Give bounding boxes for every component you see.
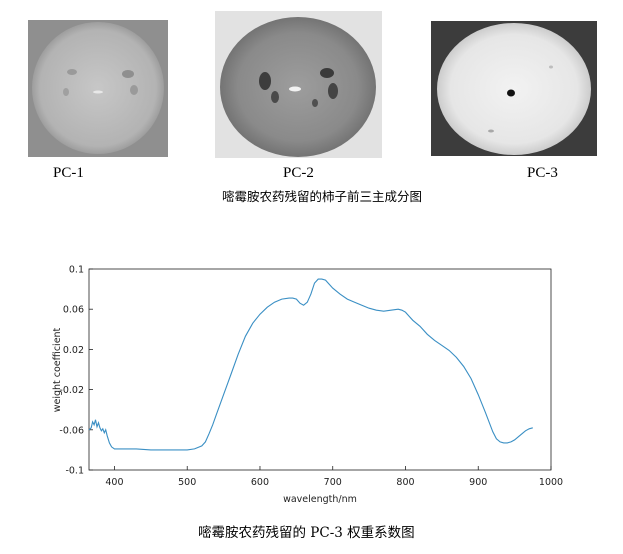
pc-1-image [28,20,168,157]
x-tick-label: 500 [178,477,196,488]
pc-2-image [215,11,382,158]
pc-3-label: PC-3 [527,165,558,181]
y-tick-label: -0.02 [59,385,84,396]
bottom-figure-caption: 嘧霉胺农药残留的 PC-3 权重系数图 [198,525,415,541]
x-axis-title: wavelength/nm [283,494,357,505]
plot-frame [88,268,552,471]
pc-1-label: PC-1 [53,165,84,181]
y-tick-label: -0.06 [59,425,84,436]
x-tick-label: 700 [324,477,342,488]
top-figure-caption: 嘧霉胺农药残留的柿子前三主成分图 [222,189,423,204]
y-tick-label: 0.02 [63,345,84,356]
y-tick-label: 0.06 [63,305,84,316]
x-tick-label: 800 [396,477,414,488]
x-tick-label: 600 [251,477,269,488]
series-line [88,278,533,451]
x-tick-label: 1000 [539,477,563,488]
x-tick-label: 400 [105,477,123,488]
x-tick-label: 900 [469,477,487,488]
y-tick-label: 0.1 [69,265,84,276]
pc-3-image [431,21,597,156]
pc-2-label: PC-2 [283,165,314,181]
y-tick-label: -0.1 [65,466,84,477]
y-axis-title: weight coefficient [52,327,63,412]
